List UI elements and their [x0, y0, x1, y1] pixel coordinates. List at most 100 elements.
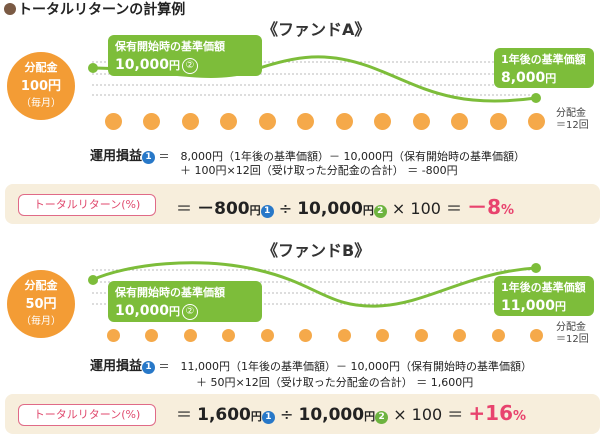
- distribution-dot: [453, 329, 467, 342]
- fund-a-eq-val1: －800: [197, 199, 250, 219]
- fund-b-payout-line1: 分配金: [24, 279, 58, 292]
- fund-a-title: 《ファンドA》: [262, 20, 371, 39]
- fund-a-end-unit: 円: [545, 72, 557, 85]
- page-title: トータルリターンの計算例: [18, 2, 186, 18]
- fund-a-end-label: 1年後の基準価額: [501, 53, 586, 66]
- fund-b-price-chart: [88, 261, 541, 308]
- distribution-dot: [297, 113, 315, 130]
- distribution-dot: [376, 329, 390, 342]
- distribution-dot: [183, 329, 197, 342]
- fund-a-price-chart: [88, 55, 541, 103]
- fund-b-start-unit: 円: [169, 305, 181, 318]
- fund-a-calc-line2: ＋ 100円×12回（受け取った分配金の合計） ＝ -800円: [180, 164, 458, 177]
- fund-a-start-price-box: 保有開始時の基準価額 10,000円 ②: [108, 35, 262, 76]
- fund-a-eq-val2: 10,000: [297, 199, 363, 219]
- fund-b-start-value: 10,000: [115, 303, 170, 319]
- fund-a-eq-unit2: 円: [362, 204, 374, 217]
- fund-b-eq-result: +16%: [468, 401, 526, 425]
- fund-b-price-line: [91, 261, 537, 308]
- fund-b-eq-badge1-icon: 1: [261, 411, 275, 424]
- fund-b-start-badge-icon: ②: [182, 304, 199, 320]
- distribution-dot: [107, 329, 120, 342]
- fund-a-distribution-dots: [105, 113, 545, 130]
- fund-a-eq-badge2-icon: 2: [373, 205, 387, 218]
- fund-a-end-value: 8,000: [501, 70, 546, 86]
- distribution-dot: [260, 329, 274, 342]
- fund-a-dist-line1: 分配金: [556, 108, 586, 119]
- fund-b-eq-result-pct: %: [513, 409, 527, 424]
- fund-a-calc-title: 運用損益: [90, 149, 143, 164]
- fund-b-start-point: [88, 275, 98, 285]
- distribution-dot: [337, 329, 351, 342]
- distribution-dot: [374, 113, 392, 130]
- fund-b-end-label: 1年後の基準価額: [501, 281, 586, 294]
- fund-b-title: 《ファンドB》: [262, 241, 371, 260]
- fund-a-payout-freq: （毎月）: [21, 98, 61, 109]
- fund-b-calc-line2: ＋ 50円×12回（受け取った分配金の合計） ＝ 1,600円: [196, 376, 474, 389]
- distribution-dot: [335, 113, 353, 130]
- fund-b-start-price-box: 保有開始時の基準価額 10,000円 ②: [108, 281, 262, 322]
- distribution-dot: [181, 113, 199, 130]
- fund-a-payout-circle: 分配金 100円 （毎月）: [7, 52, 75, 120]
- fund-a-start-badge-icon: ②: [182, 58, 199, 74]
- fund-b-payout-circle: 分配金 50円 （毎月）: [7, 270, 75, 338]
- fund-a-equation: ＝ －800円 1 ÷ 10,000円 2 × 100 ＝ －8%: [176, 191, 514, 220]
- fund-b-end-point: [531, 263, 541, 273]
- fund-a-eq-badge1-icon: 1: [260, 205, 274, 218]
- distribution-dot: [220, 113, 238, 130]
- fund-b-eq-result-value: +16: [468, 401, 513, 425]
- fund-a-payout-amount: 100円: [20, 79, 62, 94]
- fund-b-total-return-label: トータルリターン(%): [18, 404, 156, 426]
- fund-b-distribution-dots: [107, 329, 543, 342]
- fund-b-eq-div: ÷: [279, 405, 294, 424]
- fund-a-calc-line1: ＝ 8,000円（1年後の基準価額）－ 10,000円（保有開始時の基準価額）: [158, 150, 525, 163]
- fund-b-start-label: 保有開始時の基準価額: [115, 286, 225, 299]
- fund-a-eq-equals: ＝: [176, 199, 193, 218]
- fund-b-dist-line2: ＝12回: [556, 334, 589, 345]
- fund-a-eq-div: ÷: [278, 199, 293, 218]
- fund-b-equation: ＝ 1,600円 1 ÷ 10,000円 2 × 100 ＝ +16%: [176, 401, 526, 425]
- fund-b-end-unit: 円: [555, 300, 567, 313]
- distribution-dot: [451, 113, 469, 130]
- fund-b-eq-val2: 10,000: [298, 405, 365, 425]
- fund-a-eq-times: × 100 ＝: [391, 199, 463, 218]
- fund-a-eq-result-value: －8: [467, 195, 502, 219]
- fund-b-payout-freq: （毎月）: [21, 316, 61, 327]
- distribution-dot: [414, 329, 428, 342]
- distribution-dot: [258, 113, 276, 130]
- distribution-dot: [299, 329, 313, 342]
- distribution-dot: [489, 113, 507, 130]
- distribution-dot: [143, 113, 161, 130]
- fund-a-eq-result: －8%: [467, 195, 514, 219]
- fund-b-eq-unit1: 円: [250, 410, 262, 423]
- fund-b-eq-equals: ＝: [176, 405, 193, 424]
- fund-b-dist-line1: 分配金: [556, 322, 586, 333]
- distribution-dot: [145, 329, 159, 342]
- fund-b-end-value: 11,000: [501, 298, 556, 314]
- fund-a-total-return-label: トータルリターン(%): [18, 194, 156, 216]
- fund-a-eq-result-pct: %: [501, 203, 515, 218]
- fund-a-end-price-box: 1年後の基準価額 8,000円: [494, 48, 594, 88]
- fund-b-distribution-label: 分配金 ＝12回: [556, 322, 589, 346]
- fund-a-payout-line1: 分配金: [24, 61, 58, 74]
- distribution-dot: [222, 329, 236, 342]
- fund-b-eq-badge2-icon: 2: [375, 411, 389, 424]
- fund-b-calc-title: 運用損益: [90, 359, 143, 374]
- title-bullet-icon: [4, 3, 16, 15]
- fund-a-eq-unit1: 円: [249, 204, 261, 217]
- distribution-dot: [412, 113, 430, 130]
- fund-a-start-unit: 円: [169, 59, 181, 72]
- fund-a-start-value: 10,000: [115, 57, 170, 73]
- fund-a-start-point: [88, 63, 98, 73]
- distribution-dot: [527, 113, 545, 130]
- fund-a-dist-line2: ＝12回: [556, 120, 589, 131]
- fund-b-payout-amount: 50円: [25, 297, 57, 312]
- fund-b-calc-line1: ＝ 11,000円（1年後の基準価額）－ 10,000円（保有開始時の基準価額）: [158, 360, 532, 373]
- fund-a-calc-line1-row: 運用損益 1 ＝ 8,000円（1年後の基準価額）－ 10,000円（保有開始時の…: [90, 145, 525, 164]
- fund-b-calc-line1-row: 運用損益 1 ＝ 11,000円（1年後の基準価額）－ 10,000円（保有開始時…: [90, 355, 532, 374]
- fund-a-end-point: [531, 93, 541, 103]
- fund-b-eq-unit2: 円: [364, 410, 376, 423]
- fund-a-calc-badge-icon: 1: [142, 151, 156, 164]
- distribution-dot: [105, 113, 122, 130]
- fund-b-eq-times: × 100 ＝: [393, 405, 464, 424]
